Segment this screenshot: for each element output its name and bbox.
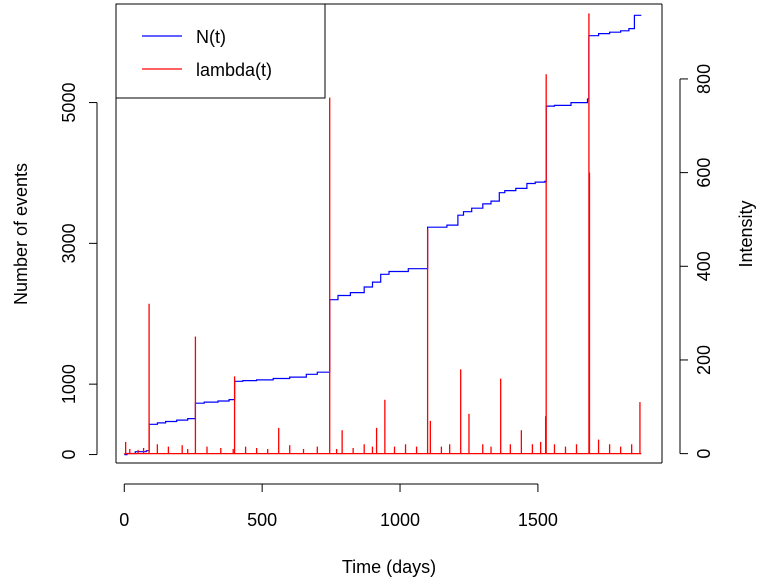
y-left-tick-label: 3000 (59, 223, 79, 263)
y-right-tick-label: 800 (694, 64, 714, 94)
legend-box (115, 3, 326, 99)
y-left-tick-label: 0 (59, 450, 79, 460)
legend: N(t) lambda(t) (115, 3, 326, 99)
legend-label-nt: N(t) (196, 27, 226, 47)
x-tick-label: 1000 (380, 510, 420, 530)
x-tick-label: 500 (247, 510, 277, 530)
x-tick-label: 0 (119, 510, 129, 530)
y-right-tick-label: 200 (694, 345, 714, 375)
axes-layer: 0 500 1000 1500 0 1000 3000 5000 0 200 400 600 800 (59, 64, 714, 530)
y-right-tick-label: 400 (694, 251, 714, 281)
series-layer (124, 13, 642, 456)
y-axis-left-label: Number of events (11, 163, 31, 305)
y-right-tick-label: 600 (694, 158, 714, 188)
legend-label-lambda: lambda(t) (196, 60, 272, 80)
y-left-tick-label: 5000 (59, 83, 79, 123)
y-left-tick-label: 1000 (59, 364, 79, 404)
x-axis-label: Time (days) (342, 557, 436, 577)
x-tick-label: 1500 (518, 510, 558, 530)
y-right-tick-label: 0 (694, 449, 714, 459)
y-axis-right-label: Intensity (736, 200, 756, 267)
